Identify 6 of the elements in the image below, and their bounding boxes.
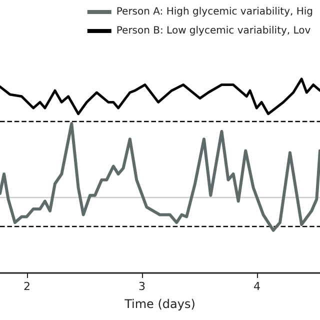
x-tick-label: 4: [253, 280, 260, 293]
x-axis-title: Time (days): [124, 297, 196, 311]
x-tick-label: 3: [138, 280, 146, 293]
legend-label: Person B: Low glycemic variability, Lov: [116, 26, 311, 36]
x-tick-label: 2: [24, 280, 31, 293]
legend-label: Person A: High glycemic variability, Hig: [116, 6, 314, 18]
